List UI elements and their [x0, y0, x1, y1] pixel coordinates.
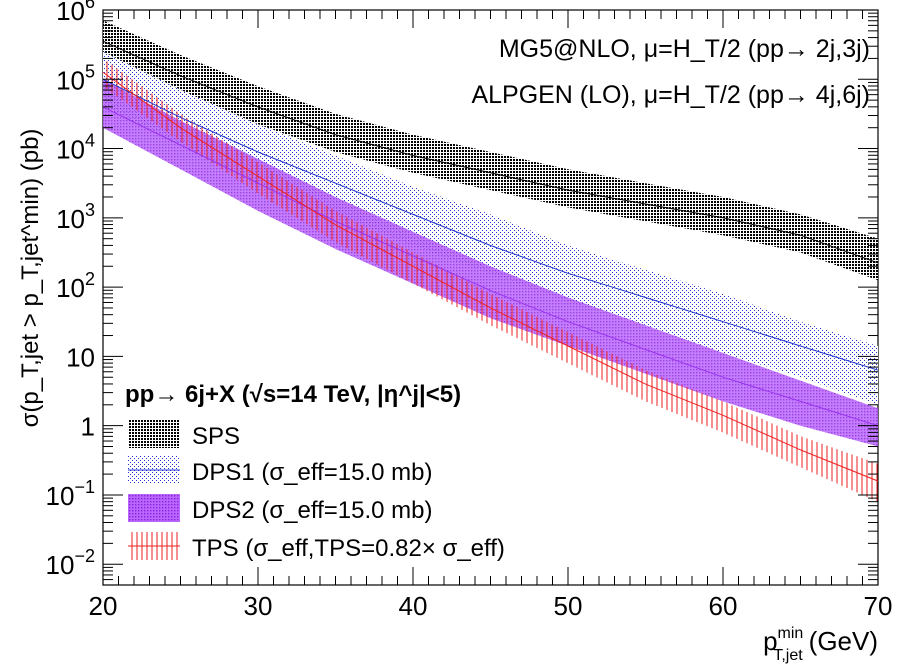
- band-tps: [103, 58, 878, 502]
- y-tick-label: 106: [56, 0, 95, 26]
- bands-layer: [103, 20, 878, 502]
- y-tick-label: 102: [56, 269, 95, 303]
- x-tick-label: 20: [89, 591, 118, 621]
- band-dps2: [103, 79, 878, 447]
- x-tick-label: 70: [864, 591, 893, 621]
- y-tick-label: 10−1: [46, 477, 95, 511]
- legend-swatch-sps: [128, 420, 180, 448]
- band-sps: [103, 20, 878, 281]
- x-tick-label: 30: [244, 591, 273, 621]
- legend-label-dps2: DPS2 (σ_eff=15.0 mb): [192, 497, 433, 524]
- legend-swatch-dps2: [128, 494, 180, 522]
- central-line-dps2: [103, 106, 878, 427]
- x-tick-label: 50: [554, 591, 583, 621]
- annotation-alpgen: ALPGEN (LO), μ=H_T/2 (pp→ 4j,6j): [471, 81, 870, 109]
- legend-label-tps: TPS (σ_eff,TPS=0.82× σ_eff): [192, 535, 505, 562]
- x-axis-title: pmin T,jet (GeV): [763, 625, 878, 664]
- x-axis-title-sub: T,jet: [773, 647, 803, 664]
- y-tick-label: 10−2: [46, 546, 95, 580]
- x-axis-title-sup: min: [778, 625, 804, 642]
- central-lines-layer: [103, 40, 878, 482]
- axes-layer: 20 30 40 50 60 70 10−2 10−1 1 10 102 103 104 105 106: [46, 0, 893, 621]
- y-tick-label: 10: [66, 342, 95, 372]
- legend: pp→ 6j+X (√s=14 TeV, |η^j|<5) SPS DPS1 (…: [125, 381, 505, 562]
- central-line-tps: [103, 71, 878, 482]
- x-axis-title-main: p: [763, 626, 777, 656]
- legend-label-sps: SPS: [192, 423, 240, 450]
- x-tick-label: 40: [399, 591, 428, 621]
- legend-label-dps1: DPS1 (σ_eff=15.0 mb): [192, 459, 433, 486]
- y-tick-label: 104: [56, 131, 95, 165]
- y-tick-label: 1: [81, 412, 95, 442]
- y-axis-title: σ(p_T,jet > p_T,jet^min) (pb): [17, 129, 44, 428]
- annotation-mg5: MG5@NLO, μ=H_T/2 (pp→ 2j,3j): [499, 35, 870, 63]
- band-dps1: [103, 51, 878, 405]
- x-tick-label: 60: [709, 591, 738, 621]
- y-tick-label: 105: [56, 61, 95, 95]
- y-tick-label: 103: [56, 200, 95, 234]
- central-line-dps1: [103, 78, 878, 371]
- central-line-sps: [103, 40, 878, 264]
- legend-title: pp→ 6j+X (√s=14 TeV, |η^j|<5): [125, 381, 461, 408]
- x-axis-title-unit: (GeV): [809, 626, 878, 656]
